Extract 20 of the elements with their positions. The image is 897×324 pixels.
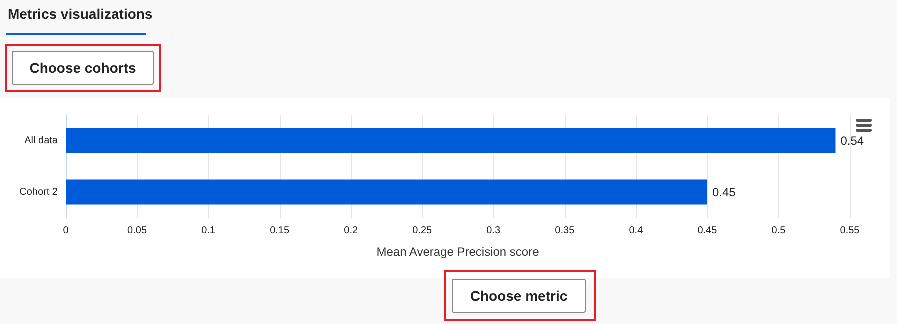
y-tick-label: Cohort 2 [20, 186, 58, 198]
x-tick-label: 0.3 [486, 226, 502, 236]
x-tick-label: 0 [63, 226, 70, 236]
x-tick-label: 0.15 [270, 226, 290, 236]
x-tick-label: 0.05 [128, 226, 148, 236]
x-tick-label: 0.35 [555, 226, 576, 236]
x-tick-label: 0.2 [344, 226, 358, 236]
x-axis-title: Mean Average Precision score [376, 245, 540, 259]
text: Choose metric [452, 279, 586, 313]
x-tick-label: 0.25 [412, 226, 433, 236]
x-tick-label: 0.45 [698, 226, 718, 236]
text: Choose cohorts [12, 51, 154, 85]
x-tick-label: 0.1 [202, 226, 216, 236]
data-label: 0.45 [712, 185, 736, 200]
data-label: 0.54 [840, 134, 864, 148]
y-tick-label: All data [24, 135, 58, 146]
x-tick-label: 0.55 [840, 226, 860, 236]
x-tick-label: 0.5 [772, 226, 786, 236]
text: Metrics visualizations [8, 6, 153, 24]
x-tick-label: 0.4 [629, 226, 644, 236]
